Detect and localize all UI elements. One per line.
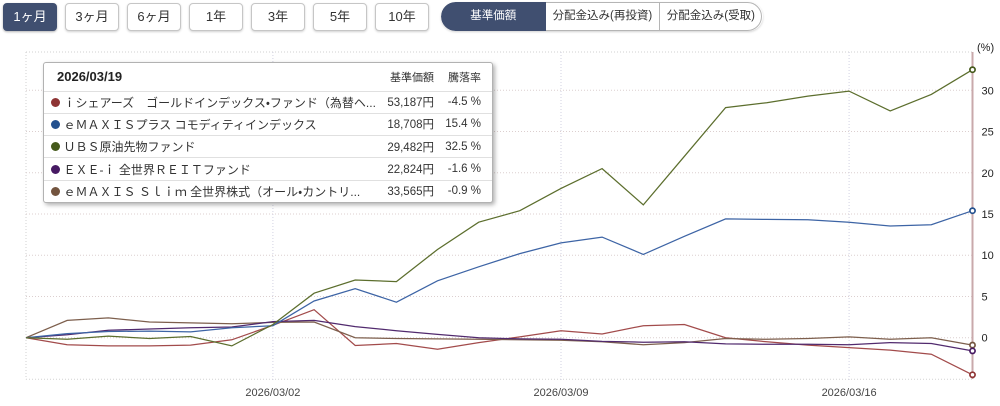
svg-text:30: 30: [982, 85, 994, 97]
svg-text:10: 10: [982, 250, 994, 262]
svg-text:25: 25: [982, 127, 994, 139]
svg-text:(%): (%): [977, 42, 994, 54]
svg-text:2026/03/16: 2026/03/16: [822, 387, 877, 399]
svg-text:2026/03/02: 2026/03/02: [245, 387, 300, 399]
svg-text:15: 15: [982, 209, 994, 221]
svg-text:20: 20: [982, 168, 994, 180]
svg-text:0: 0: [982, 333, 988, 345]
svg-text:2026/03/09: 2026/03/09: [533, 387, 588, 399]
svg-text:5: 5: [982, 292, 988, 304]
